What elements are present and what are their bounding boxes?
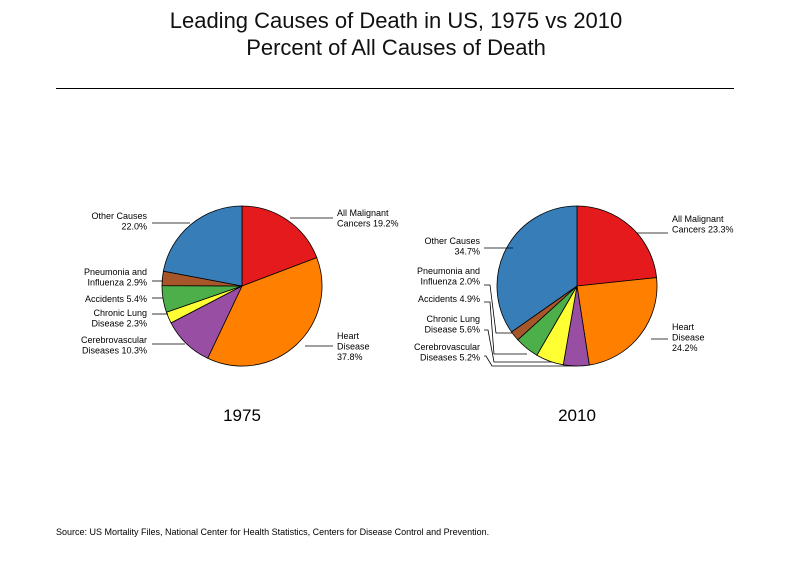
slice-label-line: Cancers 19.2% — [337, 219, 399, 229]
slice-label-line: Cerebrovascular — [414, 342, 480, 352]
year-label: 2010 — [558, 406, 596, 425]
slice-label-malignant: All Malignant Cancers 19.2% — [337, 208, 399, 229]
slice-label-line: All Malignant — [337, 208, 389, 218]
slice-label-line: Diseases 5.2% — [420, 353, 480, 363]
slice-label-line: Disease — [672, 333, 705, 343]
slice-label-line: Influenza 2.9% — [87, 278, 147, 288]
slice-label-cerebro: Cerebrovascular Diseases 10.3% — [81, 335, 147, 356]
pie-chart-2010: All Malignant Cancers 23.3% Heart Disease 24… — [414, 205, 734, 425]
pie-slice-malignant — [241, 205, 318, 287]
slice-label-line: 37.8% — [337, 352, 363, 362]
slice-label-line: Pneumonia and — [417, 266, 480, 276]
slice-label-line: Disease — [337, 342, 370, 352]
slice-label-other: Other Causes 34.7% — [424, 236, 480, 257]
slice-label-line: Chronic Lung — [93, 308, 147, 318]
pie-chart-1975: All Malignant Cancers 19.2% Heart Disease 37… — [81, 205, 399, 425]
slice-label-line: Pneumonia and — [84, 267, 147, 277]
slice-label-line: Accidents 4.9% — [418, 294, 480, 304]
slice-label-line: 24.2% — [672, 343, 698, 353]
slice-label-line: Chronic Lung — [426, 314, 480, 324]
slice-label-line: Cancers 23.3% — [672, 225, 734, 235]
leader-line-cerebro — [484, 355, 577, 367]
slice-label-pneumonia: Pneumonia and Influenza 2.9% — [84, 267, 147, 288]
slice-label-line: 22.0% — [121, 222, 147, 232]
slice-label-line: Disease 5.6% — [424, 325, 480, 335]
pie-slice-heart — [207, 257, 323, 367]
slice-label-line: Cerebrovascular — [81, 335, 147, 345]
slice-label-line: Diseases 10.3% — [82, 346, 147, 356]
year-label: 1975 — [223, 406, 261, 425]
title-divider — [56, 88, 734, 89]
slice-label-line: Disease 2.3% — [91, 319, 147, 329]
pie-slice-malignant — [576, 205, 658, 287]
pie-slice-other — [162, 205, 243, 287]
slice-label-malignant: All Malignant Cancers 23.3% — [672, 214, 734, 235]
slice-label-line: All Malignant — [672, 214, 724, 224]
slice-label-accidents: Accidents 4.9% — [418, 294, 480, 304]
slice-label-line: Heart — [337, 331, 360, 341]
slice-label-cerebro: Cerebrovascular Diseases 5.2% — [414, 342, 480, 363]
source-note: Source: US Mortality Files, National Cen… — [56, 527, 490, 537]
slice-label-line: Influenza 2.0% — [420, 277, 480, 287]
slice-label-heart: Heart Disease 24.2% — [672, 322, 705, 353]
chart-title: Leading Causes of Death in US, 1975 vs 2… — [169, 8, 623, 33]
chart-subtitle: Percent of All Causes of Death — [246, 35, 546, 60]
leader-line-accidents — [484, 301, 527, 355]
leader-line-pneumonia — [484, 284, 512, 334]
slice-label-chronic: Chronic Lung Disease 5.6% — [424, 314, 480, 335]
slice-label-accidents: Accidents 5.4% — [85, 294, 147, 304]
slice-label-line: Other Causes — [91, 211, 147, 221]
slice-label-line: Heart — [672, 322, 695, 332]
pie-slice-heart — [576, 277, 658, 366]
slice-label-line: Other Causes — [424, 236, 480, 246]
slice-label-chronic: Chronic Lung Disease 2.3% — [91, 308, 147, 329]
slice-label-other: Other Causes 22.0% — [91, 211, 147, 232]
slice-label-line: Accidents 5.4% — [85, 294, 147, 304]
pie-slice-other — [496, 205, 578, 333]
slice-label-line: 34.7% — [454, 247, 480, 257]
slice-label-pneumonia: Pneumonia and Influenza 2.0% — [417, 266, 480, 287]
leader-line-chronic — [484, 329, 552, 363]
slice-label-heart: Heart Disease 37.8% — [337, 331, 370, 362]
